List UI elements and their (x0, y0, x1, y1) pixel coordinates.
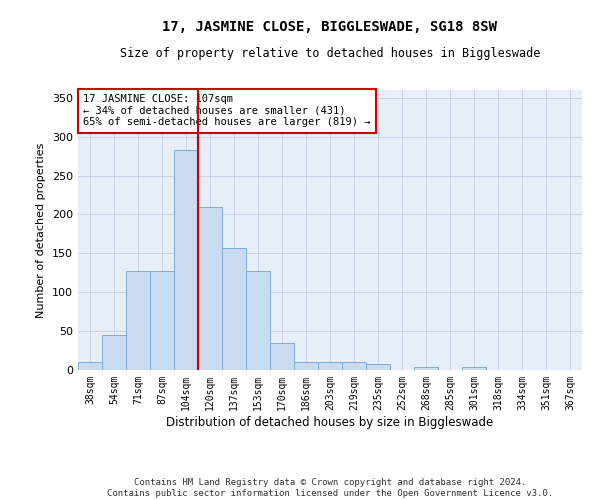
Bar (222, 248, 246, 370)
Bar (270, 343, 294, 370)
Text: Size of property relative to detached houses in Biggleswade: Size of property relative to detached ho… (120, 48, 540, 60)
Bar (126, 271, 150, 370)
Bar (102, 335, 126, 370)
Bar (462, 367, 486, 370)
Text: 17 JASMINE CLOSE: 107sqm
← 34% of detached houses are smaller (431)
65% of semi-: 17 JASMINE CLOSE: 107sqm ← 34% of detach… (83, 94, 371, 128)
Text: Contains HM Land Registry data © Crown copyright and database right 2024.
Contai: Contains HM Land Registry data © Crown c… (107, 478, 553, 498)
Bar (78, 362, 102, 370)
Bar (246, 271, 270, 370)
Bar (318, 362, 342, 370)
Bar (342, 362, 366, 370)
Bar (294, 362, 318, 370)
Bar (414, 367, 438, 370)
Bar (198, 206, 222, 370)
Text: 17, JASMINE CLOSE, BIGGLESWADE, SG18 8SW: 17, JASMINE CLOSE, BIGGLESWADE, SG18 8SW (163, 20, 497, 34)
Bar (150, 271, 174, 370)
Bar (174, 150, 198, 370)
Y-axis label: Number of detached properties: Number of detached properties (37, 142, 46, 318)
Bar (366, 364, 390, 370)
X-axis label: Distribution of detached houses by size in Biggleswade: Distribution of detached houses by size … (166, 416, 494, 428)
